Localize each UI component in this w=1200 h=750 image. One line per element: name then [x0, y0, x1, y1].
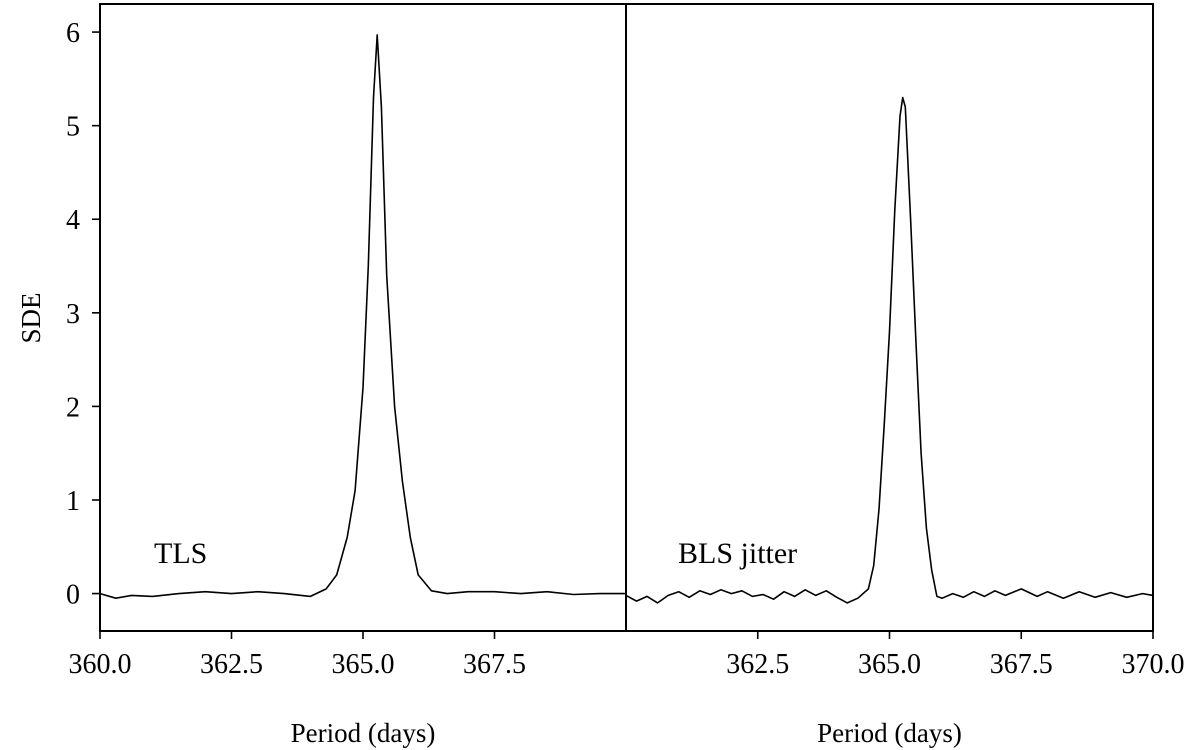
x-tick-label: 367.5	[990, 649, 1053, 680]
y-tick-label: 5	[66, 112, 80, 143]
x-tick-label: 362.5	[200, 649, 263, 680]
y-tick-label: 2	[66, 392, 80, 423]
sde-line-1	[625, 96, 1154, 604]
panel-annotation: BLS jitter	[678, 537, 797, 570]
panel-annotation: TLS	[154, 537, 207, 570]
y-tick-label: 4	[66, 205, 80, 236]
x-tick-label: 370.0	[1122, 649, 1185, 680]
x-tick-label: 360.0	[69, 649, 132, 680]
y-tick-label: 6	[66, 18, 80, 49]
y-tick-label: 1	[66, 486, 80, 517]
y-axis-label: SDE	[16, 292, 46, 343]
y-tick-label: 0	[66, 580, 80, 611]
x-tick-label: 365.0	[332, 649, 395, 680]
x-tick-label: 365.0	[858, 649, 921, 680]
x-tick-label: 362.5	[726, 649, 789, 680]
sde-line-0	[99, 34, 626, 599]
y-tick-label: 3	[66, 299, 80, 330]
x-axis-label: Period (days)	[817, 718, 962, 748]
x-axis-label: Period (days)	[291, 718, 436, 748]
x-tick-label: 367.5	[463, 649, 526, 680]
